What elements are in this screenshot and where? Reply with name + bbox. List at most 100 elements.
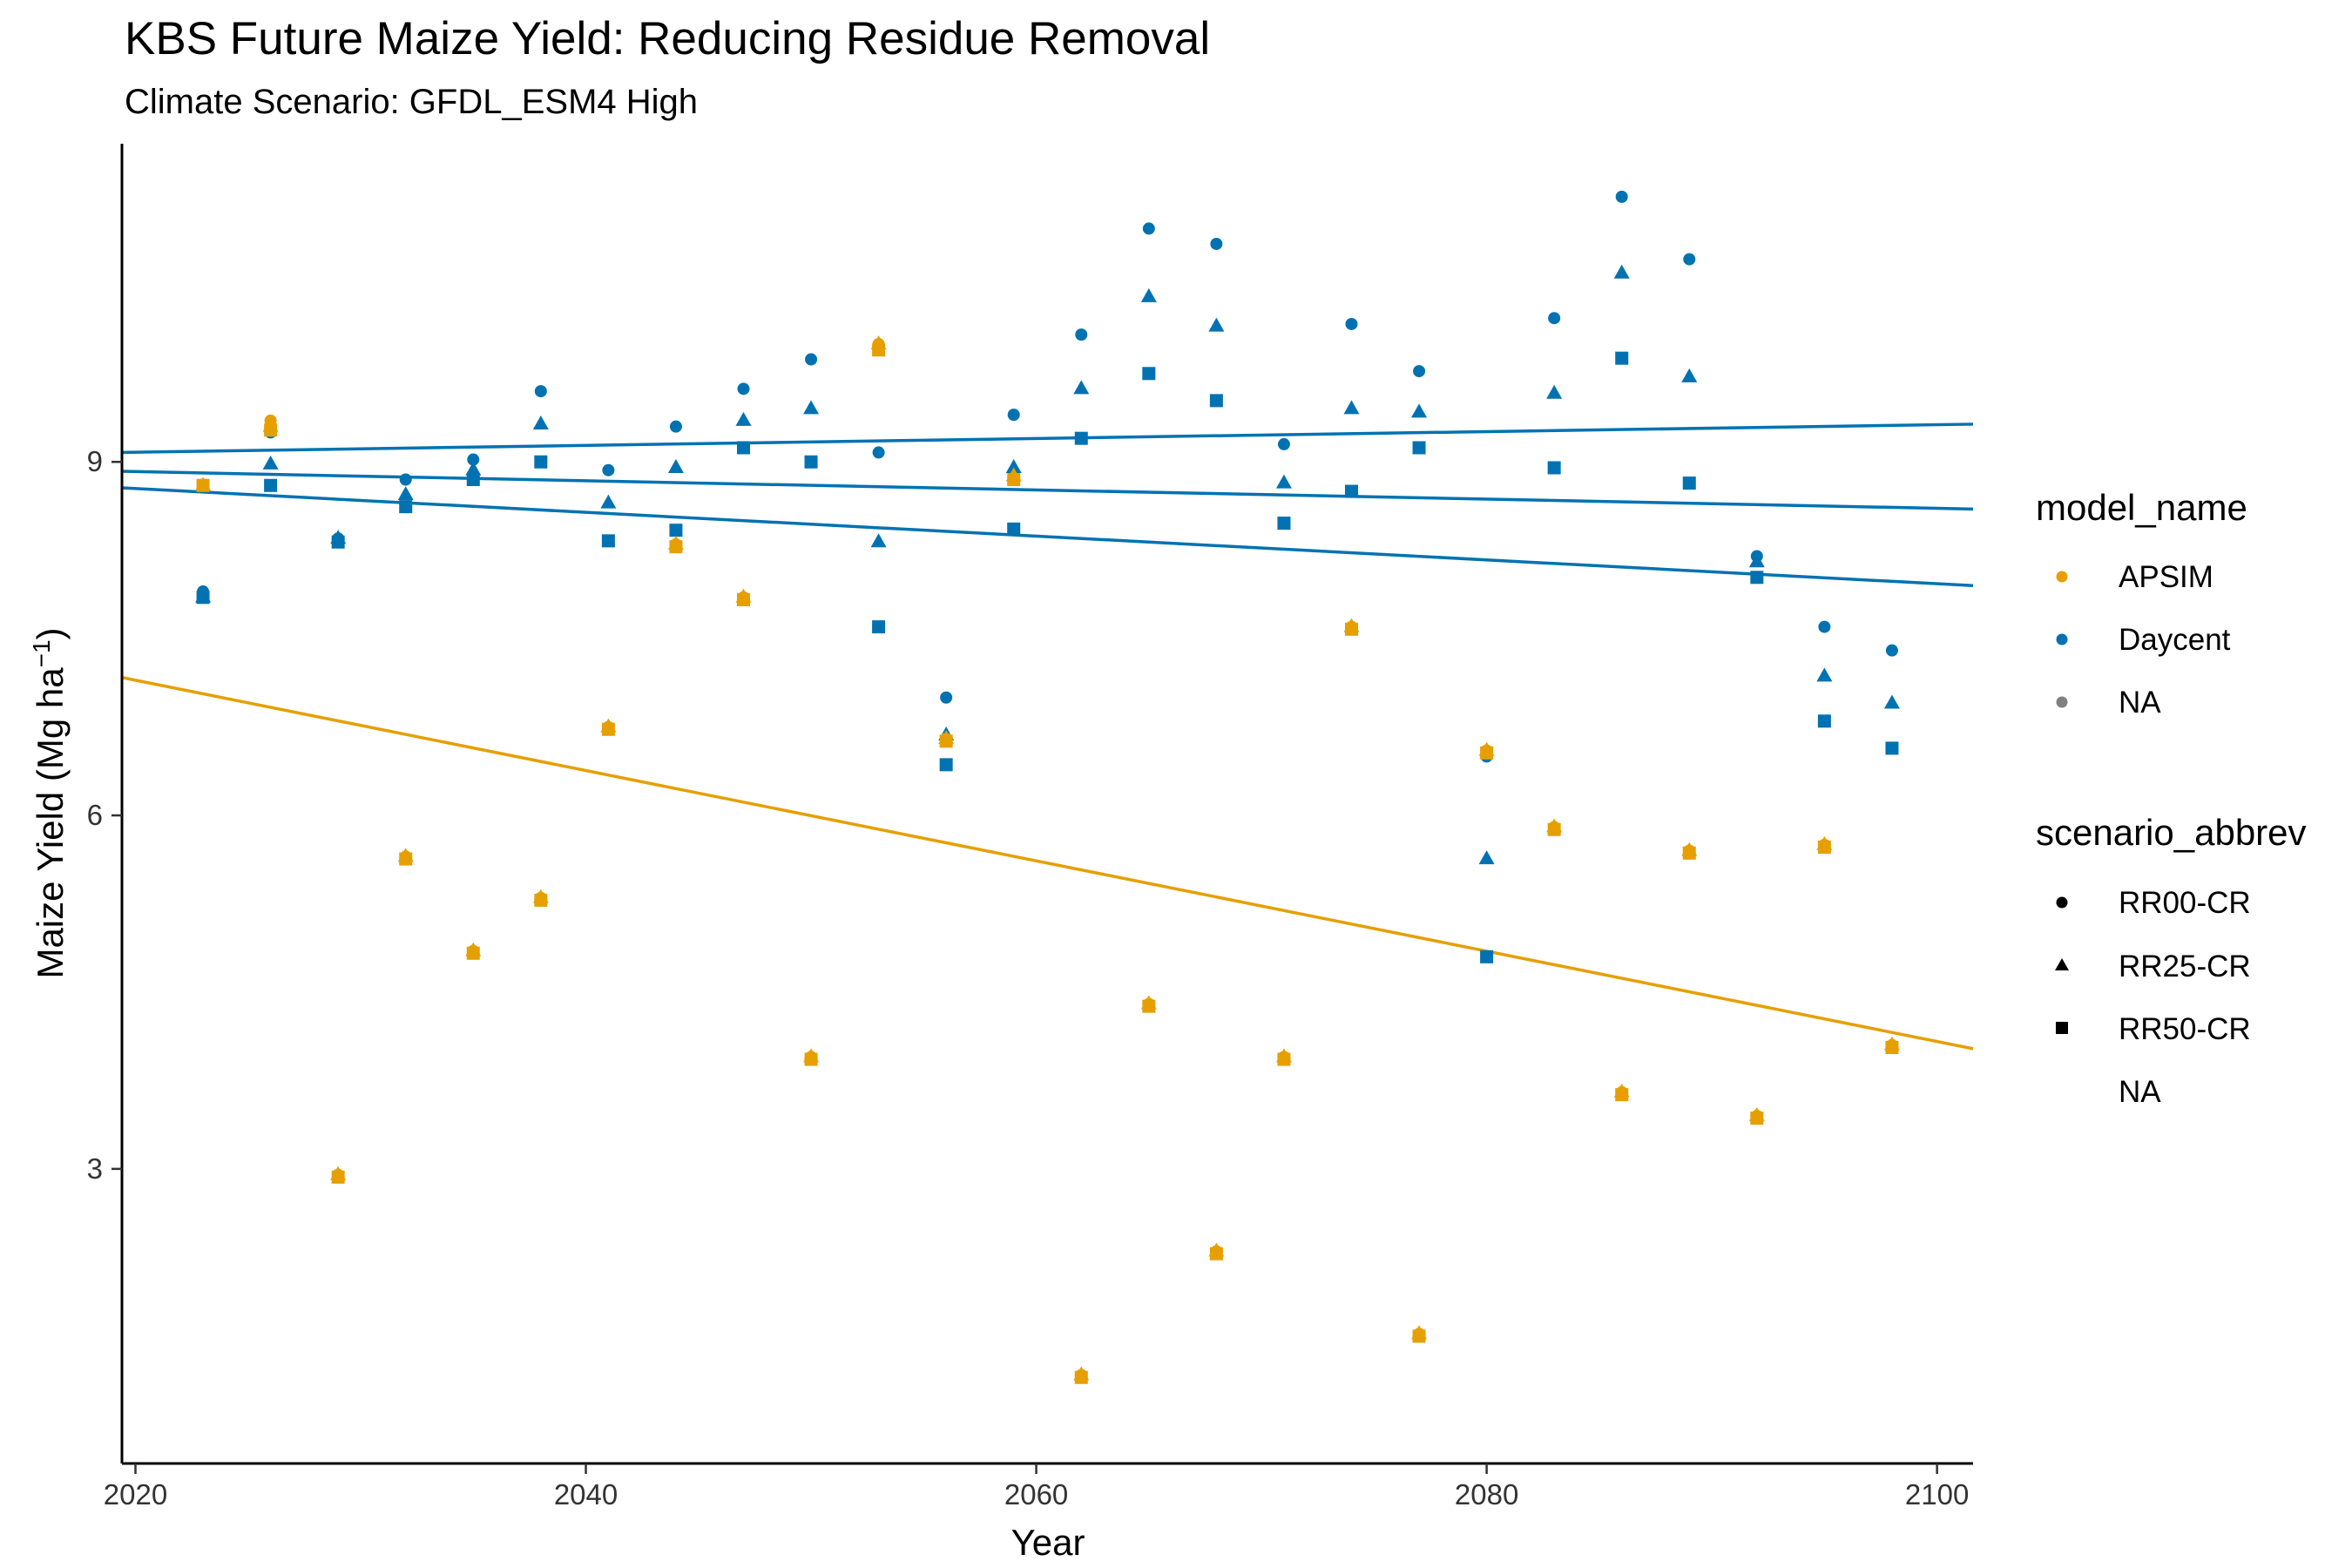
point-daycent-rr50-cr	[1750, 571, 1764, 585]
legend-key-rr25	[2055, 958, 2069, 970]
point-daycent-rr00-cr	[399, 473, 412, 486]
point-daycent-rr50-cr	[1412, 441, 1426, 455]
trend-line-daycent-rr00-cr	[121, 422, 1974, 455]
point-apsim-rr00-cr	[399, 850, 412, 863]
point-daycent-rr25-cr	[667, 458, 684, 473]
point-daycent-rr00-cr	[1683, 253, 1696, 266]
point-apsim-rr00-cr	[1548, 821, 1561, 834]
x-tick-label: 2100	[1905, 1478, 1969, 1511]
point-daycent-rr50-cr	[1277, 517, 1291, 531]
point-daycent-rr00-cr	[1615, 190, 1628, 203]
point-daycent-rr25-cr	[262, 455, 279, 470]
point-daycent-rr50-cr	[1344, 484, 1358, 498]
chart-subtitle: Climate Scenario: GFDL_ESM4 High	[125, 83, 698, 121]
point-daycent-rr25-cr	[1343, 400, 1360, 415]
point-apsim-rr00-cr	[1750, 1109, 1763, 1122]
point-daycent-rr25-cr	[600, 494, 617, 509]
point-daycent-rr50-cr	[1547, 461, 1561, 475]
point-apsim-rr00-cr	[1818, 838, 1831, 851]
legend-label-na-scenario: NA	[2119, 1075, 2161, 1109]
point-daycent-rr50-cr	[737, 441, 751, 455]
point-daycent-rr50-cr	[804, 455, 818, 469]
point-daycent-rr25-cr	[532, 415, 549, 429]
legend-scenario: scenario_abbrev RR00-CR RR25-CR RR50-CR …	[2036, 812, 2307, 1109]
legend-label-daycent: Daycent	[2119, 623, 2231, 657]
point-daycent-rr00-cr	[940, 691, 953, 704]
y-axis-label: Maize Yield (Mg ha−1)	[28, 627, 71, 978]
point-daycent-rr50-cr	[1007, 522, 1021, 536]
point-apsim-rr00-cr	[1480, 744, 1493, 757]
point-apsim-rr00-cr	[669, 537, 682, 551]
point-daycent-rr50-cr	[534, 455, 548, 469]
point-daycent-rr25-cr	[1140, 287, 1157, 302]
point-daycent-rr25-cr	[1208, 317, 1225, 332]
point-daycent-rr00-cr	[737, 382, 750, 395]
x-tick-label: 2020	[104, 1478, 167, 1511]
legend-scenario-title: scenario_abbrev	[2036, 812, 2307, 853]
point-apsim-rr00-cr	[1345, 620, 1358, 633]
point-daycent-rr00-cr	[1210, 237, 1223, 250]
point-apsim-rr00-cr	[1683, 844, 1696, 857]
point-daycent-rr00-cr	[1413, 365, 1426, 378]
point-daycent-rr25-cr	[1613, 264, 1630, 279]
point-daycent-rr50-cr	[1480, 950, 1494, 963]
trend-line-daycent-rr25-cr	[121, 470, 1974, 511]
point-daycent-rr00-cr	[1750, 550, 1763, 563]
point-daycent-rr00-cr	[1818, 620, 1831, 633]
point-daycent-rr25-cr	[465, 461, 482, 476]
axis-ticks: 2020 2040 2060 2080 2100 3 6 9	[87, 445, 1970, 1511]
point-daycent-rr50-cr	[872, 620, 886, 634]
point-daycent-rr50-cr	[466, 473, 480, 487]
legend-label-rr25: RR25-CR	[2119, 950, 2251, 983]
point-daycent-rr25-cr	[1275, 474, 1292, 489]
point-daycent-rr00-cr	[872, 446, 885, 459]
point-daycent-rr00-cr	[1885, 644, 1898, 657]
point-daycent-rr00-cr	[332, 532, 345, 545]
point-daycent-rr25-cr	[735, 411, 752, 426]
legend-model-title: model_name	[2036, 487, 2247, 528]
point-daycent-rr25-cr	[1816, 667, 1833, 682]
point-apsim-rr00-cr	[872, 337, 885, 350]
point-daycent-rr50-cr	[939, 758, 953, 772]
point-daycent-rr00-cr	[1142, 222, 1155, 235]
point-apsim-rr00-cr	[197, 479, 210, 492]
point-daycent-rr25-cr	[1005, 458, 1022, 473]
point-daycent-rr25-cr	[397, 486, 414, 501]
point-daycent-rr00-cr	[467, 453, 480, 466]
trend-line-apsim-all	[121, 676, 1974, 1051]
point-apsim-rr00-cr	[332, 1168, 345, 1181]
point-daycent-rr25-cr	[1546, 384, 1563, 399]
point-daycent-rr25-cr	[1073, 380, 1090, 395]
point-daycent-rr25-cr	[1411, 403, 1428, 418]
point-apsim-rr00-cr	[940, 733, 953, 746]
point-daycent-rr00-cr	[669, 420, 682, 433]
point-apsim-rr00-cr	[1142, 997, 1155, 1010]
legend-label-rr00: RR00-CR	[2119, 886, 2251, 920]
legend-key-rr50	[2056, 1022, 2068, 1034]
legend-key-rr00	[2056, 896, 2068, 909]
x-axis-label: Year	[1011, 1522, 1085, 1563]
trend-lines	[121, 422, 1974, 1051]
point-apsim-rr00-cr	[534, 891, 547, 904]
point-apsim-rr00-cr	[1885, 1038, 1898, 1051]
point-daycent-rr00-cr	[1007, 409, 1020, 422]
point-daycent-rr50-cr	[1142, 367, 1156, 381]
y-tick-label: 6	[87, 799, 103, 831]
legend-key-daycent	[2056, 633, 2068, 645]
point-daycent-rr00-cr	[602, 463, 615, 476]
point-apsim-rr00-cr	[1277, 1051, 1290, 1064]
trend-line-daycent-rr50-cr	[121, 486, 1974, 588]
point-daycent-rr50-cr	[1817, 714, 1831, 728]
point-apsim-rr00-cr	[1615, 1085, 1628, 1098]
point-apsim-rr00-cr	[737, 591, 750, 604]
legend-label-na-model: NA	[2119, 686, 2161, 720]
y-axis-label-close: )	[30, 627, 71, 639]
y-axis-label-main: Maize Yield (Mg ha	[30, 667, 71, 979]
legend-key-apsim	[2056, 571, 2068, 583]
point-apsim-rr00-cr	[1413, 1328, 1426, 1341]
point-daycent-rr25-cr	[870, 533, 887, 548]
point-apsim-rr00-cr	[602, 720, 615, 733]
x-tick-label: 2040	[554, 1478, 618, 1511]
point-daycent-rr00-cr	[1345, 317, 1358, 330]
